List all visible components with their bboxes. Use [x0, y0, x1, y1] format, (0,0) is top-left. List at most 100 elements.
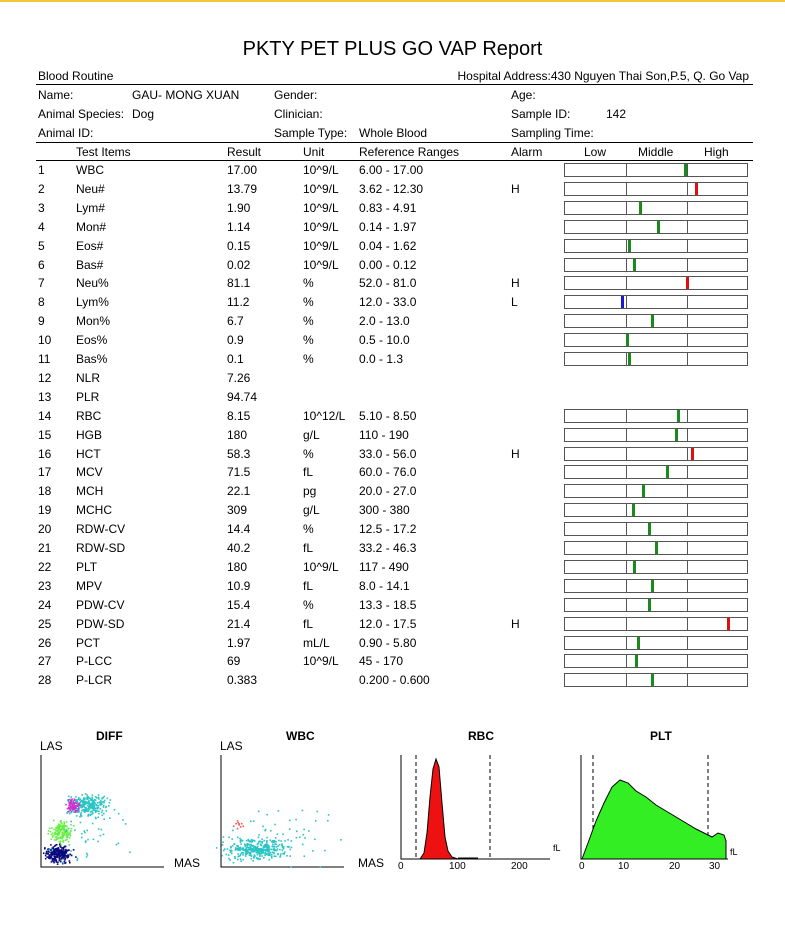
test-item: P-LCC: [76, 654, 113, 669]
range-divider: [687, 447, 688, 460]
animal-id-label: Animal ID:: [38, 126, 94, 140]
range-divider: [626, 428, 627, 441]
range-indicator: [564, 635, 748, 650]
unit: 10^12/L: [303, 408, 346, 423]
value-marker: [635, 655, 638, 668]
range-divider: [687, 674, 688, 687]
result-row-eos-: 10 Eos% 0.9% 0.5 - 10.0: [0, 331, 785, 350]
sample-type-value: Whole Blood: [359, 126, 428, 140]
col-middle: Middle: [638, 145, 674, 159]
value-marker: [628, 353, 631, 365]
result-value: 1.97: [227, 635, 251, 650]
result-row-plt: 22 PLT 180 10^9/L 117 - 490: [0, 558, 785, 577]
test-item: Lym#: [76, 200, 105, 215]
range-divider: [626, 466, 627, 479]
result-value: 1.14: [227, 219, 251, 234]
result-value: 14.4: [227, 522, 251, 537]
sample-id-value: 142: [606, 107, 627, 121]
test-item: P-LCR: [76, 673, 113, 688]
row-number: 25: [38, 616, 52, 631]
result-value: 22.1: [227, 484, 251, 499]
diff-y-label: LAS: [40, 739, 63, 753]
range-indicator: [564, 427, 748, 442]
range-indicator: [564, 219, 748, 234]
row-number: 18: [38, 484, 52, 499]
row-number: 4: [38, 219, 45, 234]
range-divider: [626, 296, 627, 309]
rbc-tick-0: 0: [398, 861, 404, 872]
rbc-title: RBC: [468, 729, 494, 743]
range-divider: [626, 523, 627, 536]
reference-range: 0.04 - 1.62: [359, 238, 417, 253]
unit: 10^9/L: [303, 181, 339, 196]
result-value: 13.79: [227, 181, 258, 196]
report-title: PKTY PET PLUS GO VAP Report: [242, 38, 543, 60]
result-value: 7.26: [227, 370, 251, 385]
range-indicator: [564, 484, 748, 499]
result-value: 1.90: [227, 200, 251, 215]
unit: %: [303, 333, 314, 348]
range-divider: [626, 277, 627, 290]
unit: %: [303, 597, 314, 612]
species-label: Animal Species:: [38, 107, 125, 121]
age-label: Age:: [511, 88, 536, 102]
rbc-plot: [400, 755, 550, 860]
result-value: 0.9: [227, 333, 244, 348]
result-value: 17.00: [227, 163, 258, 177]
range-divider: [687, 239, 688, 252]
range-divider: [626, 164, 627, 176]
result-value: 11.2: [227, 295, 250, 310]
range-divider: [626, 485, 627, 498]
unit: %: [303, 314, 314, 329]
unit: fL: [303, 541, 314, 555]
test-item: PLT: [76, 559, 98, 574]
plt-title: PLT: [650, 729, 672, 743]
col-alarm: Alarm: [511, 145, 543, 159]
range-divider: [626, 409, 627, 422]
value-marker: [651, 674, 654, 687]
range-indicator: [564, 503, 748, 518]
row-number: 23: [38, 578, 52, 593]
range-indicator: [564, 578, 748, 593]
diff-plot: [40, 755, 164, 868]
range-indicator: [564, 408, 748, 423]
unit: %: [303, 295, 314, 310]
row-number: 15: [38, 427, 52, 442]
result-row-wbc: 1 WBC 17.00 10^9/L 6.00 - 17.00: [0, 161, 785, 180]
range-indicator: [564, 257, 748, 272]
value-marker: [633, 258, 636, 271]
range-indicator: [564, 597, 748, 612]
result-row-bas-: 6 Bas# 0.02 10^9/L 0.00 - 0.12: [0, 256, 785, 275]
range-divider: [626, 182, 627, 195]
plt-tick-10: 10: [618, 861, 630, 872]
result-row-neu-: 7 Neu% 81.1% 52.0 - 81.0 H: [0, 274, 785, 293]
reference-range: 12.0 - 33.0: [359, 295, 417, 310]
rbc-tick-100: 100: [449, 861, 466, 872]
sample-id-label: Sample ID:: [511, 107, 571, 121]
range-indicator: [564, 559, 748, 574]
reference-range: 5.10 - 8.50: [359, 408, 417, 423]
unit: 10^9/L: [303, 654, 339, 669]
range-indicator: [564, 352, 748, 366]
row-number: 17: [38, 465, 52, 480]
reference-range: 33.0 - 56.0: [359, 446, 417, 461]
range-divider: [687, 428, 688, 441]
info-divider: [36, 142, 753, 143]
col-unit: Unit: [303, 145, 325, 159]
range-divider: [687, 598, 688, 611]
result-row-hct: 16 HCT 58.3% 33.0 - 56.0 H: [0, 445, 785, 464]
top-accent-line: [0, 0, 785, 2]
alarm-flag: H: [511, 446, 520, 461]
value-marker: [648, 598, 651, 611]
plt-tick-0: 0: [579, 861, 585, 872]
unit: g/L: [303, 503, 320, 518]
range-divider: [626, 636, 627, 649]
value-marker: [651, 315, 654, 328]
unit: 10^9/L: [303, 200, 339, 215]
rbc-tick-200: 200: [511, 861, 528, 872]
range-indicator: [564, 522, 748, 537]
unit: fL: [303, 616, 314, 631]
rbc-unit: fL: [553, 843, 561, 853]
range-divider: [687, 258, 688, 271]
test-item: PDW-SD: [76, 616, 125, 631]
